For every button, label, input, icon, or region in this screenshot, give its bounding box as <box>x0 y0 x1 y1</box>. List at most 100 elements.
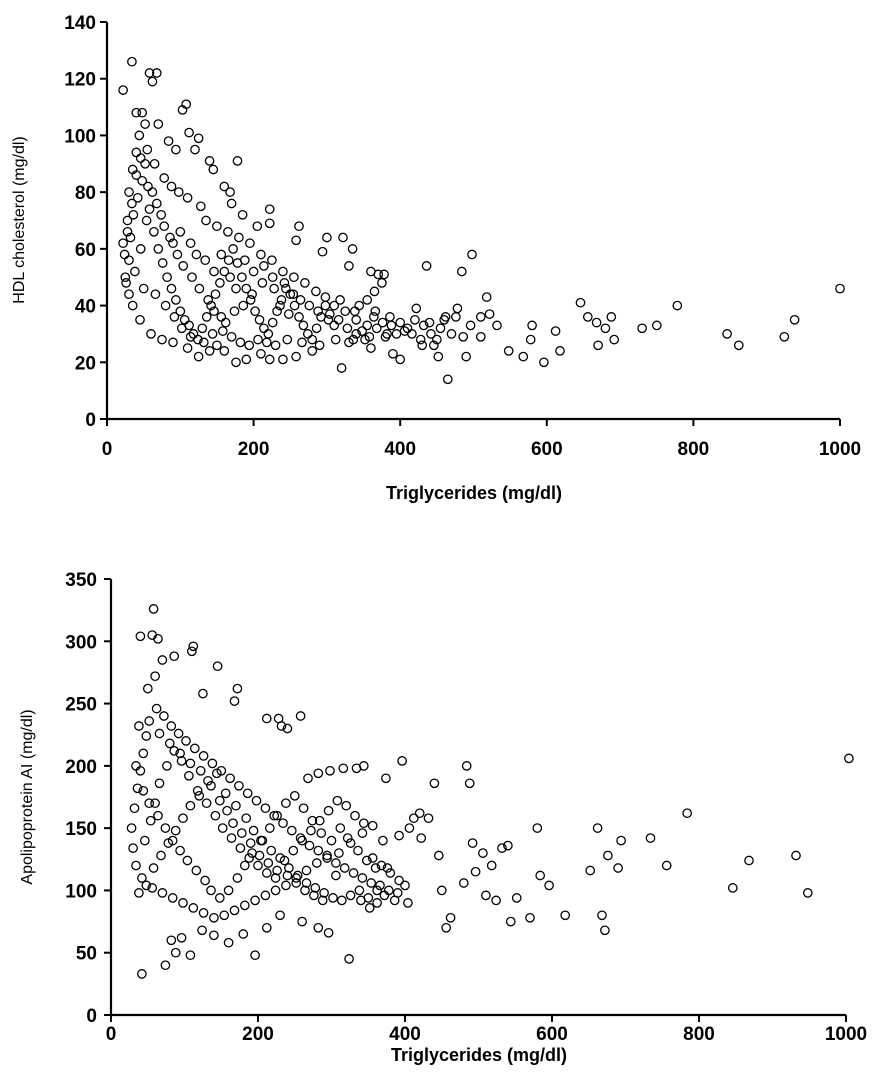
data-point <box>456 266 467 277</box>
data-point <box>222 805 232 816</box>
data-point <box>484 309 495 319</box>
data-point <box>436 885 447 896</box>
data-point <box>261 922 272 933</box>
data-point <box>637 323 647 334</box>
data-point <box>295 833 306 843</box>
data-point <box>426 329 436 339</box>
data-point <box>157 258 168 268</box>
data-point <box>259 323 269 334</box>
data-point <box>400 880 410 891</box>
data-point <box>167 835 178 846</box>
data-point <box>176 756 187 766</box>
data-point <box>185 758 196 769</box>
data-point <box>193 133 204 144</box>
data-point <box>592 823 603 833</box>
data-point <box>492 320 502 331</box>
data-point <box>372 898 382 908</box>
data-point <box>231 357 241 368</box>
y-tick-label: 120 <box>64 70 96 91</box>
data-point <box>231 800 241 811</box>
data-point <box>281 880 291 891</box>
data-point <box>184 127 194 138</box>
data-point <box>613 863 623 873</box>
data-point <box>421 261 432 271</box>
data-point <box>600 323 611 334</box>
data-point <box>275 910 285 921</box>
data-point <box>129 803 140 814</box>
data-point <box>260 890 271 901</box>
data-point <box>395 317 406 328</box>
data-point <box>441 922 452 933</box>
data-point <box>314 340 325 351</box>
data-point <box>127 56 137 67</box>
data-point <box>137 969 147 979</box>
data-point <box>310 883 321 893</box>
data-point <box>298 803 309 814</box>
data-point <box>176 932 187 943</box>
data-point <box>461 351 472 362</box>
data-point <box>122 226 133 237</box>
data-point <box>167 893 178 903</box>
data-point <box>284 863 294 873</box>
data-point <box>169 746 180 756</box>
data-point <box>121 278 131 288</box>
data-point <box>226 331 237 342</box>
data-point <box>288 289 299 300</box>
data-point <box>206 885 216 896</box>
data-point <box>835 283 845 294</box>
data-point <box>727 883 738 893</box>
data-point <box>244 853 255 863</box>
data-point <box>248 266 259 277</box>
data-point <box>351 329 362 339</box>
data-point <box>245 838 256 848</box>
data-point <box>322 232 332 243</box>
data-point <box>151 68 162 78</box>
data-point <box>261 868 272 878</box>
data-point <box>175 306 186 317</box>
data-point <box>131 170 142 180</box>
data-point <box>138 785 149 796</box>
data-point <box>131 761 141 771</box>
data-point <box>242 788 253 799</box>
data-point <box>351 763 362 774</box>
data-point <box>369 286 380 297</box>
data-point <box>200 875 210 886</box>
data-point <box>130 266 140 277</box>
data-point <box>394 830 404 841</box>
data-point <box>342 833 353 843</box>
data-point <box>197 323 208 334</box>
data-point <box>144 204 155 215</box>
data-point <box>145 815 156 826</box>
data-point <box>279 278 290 288</box>
data-point <box>377 278 387 288</box>
data-point <box>149 158 160 169</box>
data-point <box>250 895 260 906</box>
data-point <box>609 334 620 345</box>
data-point <box>362 320 373 331</box>
data-point <box>539 357 549 368</box>
data-point <box>141 880 152 891</box>
data-point <box>241 283 252 294</box>
data-point <box>197 925 207 936</box>
data-point <box>153 633 163 644</box>
data-point <box>236 828 247 838</box>
data-point <box>481 890 491 901</box>
data-point <box>316 828 327 838</box>
data-point <box>288 845 299 856</box>
data-point <box>137 107 148 118</box>
x-tick-label: 800 <box>683 1024 715 1045</box>
data-point <box>179 314 190 325</box>
data-point <box>207 758 218 769</box>
data-point <box>185 950 196 961</box>
data-point <box>159 173 170 183</box>
data-point <box>195 765 206 776</box>
data-point <box>320 300 331 311</box>
data-point <box>307 346 318 356</box>
data-point <box>173 187 184 197</box>
data-point <box>131 147 142 158</box>
data-point <box>503 840 513 851</box>
data-point <box>445 912 456 923</box>
data-point <box>256 835 266 846</box>
data-point <box>134 888 144 898</box>
data-point <box>297 916 307 927</box>
